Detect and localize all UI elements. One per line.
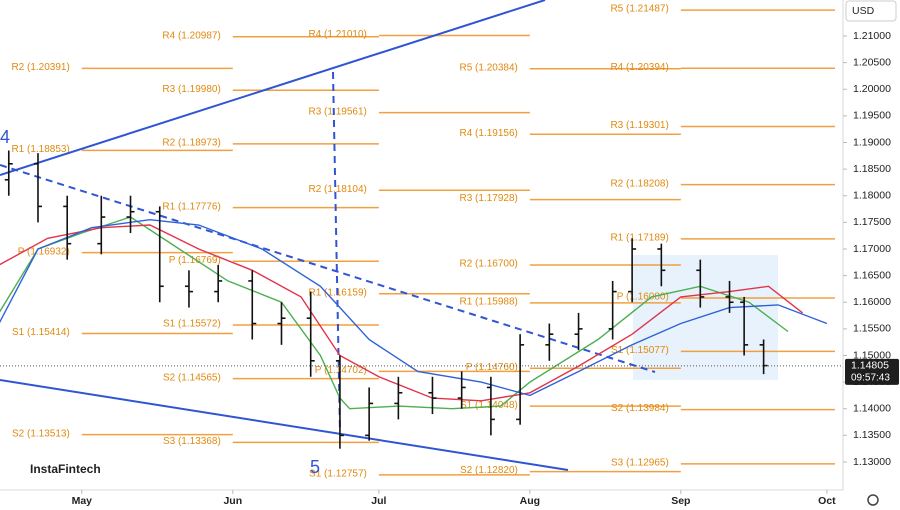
y-tick-label: 1.18000 <box>853 190 891 202</box>
y-tick-label: 1.16000 <box>853 296 891 308</box>
trendline-dashed <box>0 164 656 373</box>
pivot-label: P (1.16080) <box>617 292 669 303</box>
pivot-label: R2 (1.18973) <box>162 138 220 149</box>
pivot-label: P (1.16769) <box>169 255 221 266</box>
wave-label: 5 <box>310 457 320 477</box>
pivot-label: P (1.16932) <box>18 246 70 257</box>
pivot-label: S2 (1.12820) <box>460 465 518 476</box>
axes: 1.130001.135001.140001.145001.150001.155… <box>72 30 892 507</box>
pivot-label: R4 (1.19156) <box>459 128 517 139</box>
volume-profile-area <box>633 255 778 380</box>
pivot-label: R5 (1.21487) <box>610 4 668 15</box>
pivot-label: R3 (1.19980) <box>162 84 220 95</box>
logo-bg <box>22 458 104 482</box>
pivot-label: R1 (1.17189) <box>610 233 668 244</box>
x-tick-label: Jul <box>371 495 386 507</box>
pivot-label: R2 (1.16700) <box>459 259 517 270</box>
y-tick-label: 1.17500 <box>853 216 891 228</box>
wave-projection <box>332 71 341 433</box>
pivot-label: S1 (1.15414) <box>12 327 70 338</box>
countdown: 09:57:43 <box>851 373 890 384</box>
pivot-label: R2 (1.20391) <box>11 62 69 73</box>
y-tick-label: 1.14000 <box>853 403 891 415</box>
x-tick-label: Aug <box>520 495 540 507</box>
pivot-label: R4 (1.20987) <box>162 30 220 41</box>
pivot-label: S2 (1.13513) <box>12 428 70 439</box>
y-tick-label: 1.15000 <box>853 349 891 361</box>
pivot-label: S2 (1.14565) <box>163 372 221 383</box>
y-tick-label: 1.19500 <box>853 110 891 122</box>
pivot-label: R4 (1.21010) <box>309 29 367 40</box>
pivot-label: R5 (1.20384) <box>459 62 517 73</box>
x-tick-label: Jun <box>223 495 242 507</box>
currency-box[interactable] <box>845 0 897 22</box>
currency[interactable]: USD <box>852 5 875 17</box>
pivot-label: S3 (1.12965) <box>611 457 669 468</box>
pivot-label: S1 (1.15572) <box>163 319 221 330</box>
pivot-label: S1 (1.14048) <box>460 400 518 411</box>
pivot-label: P (1.14760) <box>466 362 518 373</box>
pivot-levels: R2 (1.20391) R1 (1.18853) P (1.16932) S1 (1… <box>11 4 835 480</box>
y-tick-label: 1.21000 <box>853 30 891 42</box>
brand-logo[interactable]: InstaFintech <box>30 462 101 476</box>
pivot-label: S2 (1.13984) <box>611 403 669 414</box>
x-tick-label: Sep <box>671 495 690 507</box>
y-tick-label: 1.20500 <box>853 56 891 68</box>
y-tick-label: 1.13000 <box>853 456 891 468</box>
last-price-label: 1.14805 <box>851 360 889 372</box>
pivot-label: R1 (1.15988) <box>459 297 517 308</box>
x-tick-label: Oct <box>818 495 836 507</box>
pivot-label: R3 (1.19561) <box>309 106 367 117</box>
pivot-label: R3 (1.17928) <box>459 193 517 204</box>
settings-icon[interactable] <box>867 494 879 506</box>
pivot-label: S1 (1.12757) <box>309 469 367 480</box>
last-price-box <box>845 358 899 385</box>
price-bars <box>4 150 768 449</box>
trendline-upper <box>0 0 546 176</box>
trendline-lower <box>0 379 569 471</box>
y-tick-label: 1.13500 <box>853 429 891 441</box>
pivot-label: S3 (1.13368) <box>163 436 221 447</box>
pivot-label: P (1.14702) <box>315 365 367 376</box>
pivot-label: R1 (1.17776) <box>162 201 220 212</box>
y-tick-label: 1.15500 <box>853 323 891 335</box>
y-tick-label: 1.19000 <box>853 136 891 148</box>
moving-average <box>0 224 804 402</box>
y-tick-label: 1.20000 <box>853 83 891 95</box>
pivot-label: S1 (1.15077) <box>611 345 669 356</box>
wave-label: 4 <box>0 127 10 147</box>
y-tick-label: 1.16500 <box>853 269 891 281</box>
pivot-label: R2 (1.18208) <box>610 178 668 189</box>
pivot-label: R3 (1.19301) <box>610 120 668 131</box>
x-tick-label: May <box>72 495 93 507</box>
y-tick-label: 1.17000 <box>853 243 891 255</box>
pivot-label: R4 (1.20394) <box>610 62 668 73</box>
pivot-label: R1 (1.18853) <box>11 144 69 155</box>
pivot-label: R2 (1.18104) <box>309 184 367 195</box>
y-tick-label: 1.18500 <box>853 163 891 175</box>
